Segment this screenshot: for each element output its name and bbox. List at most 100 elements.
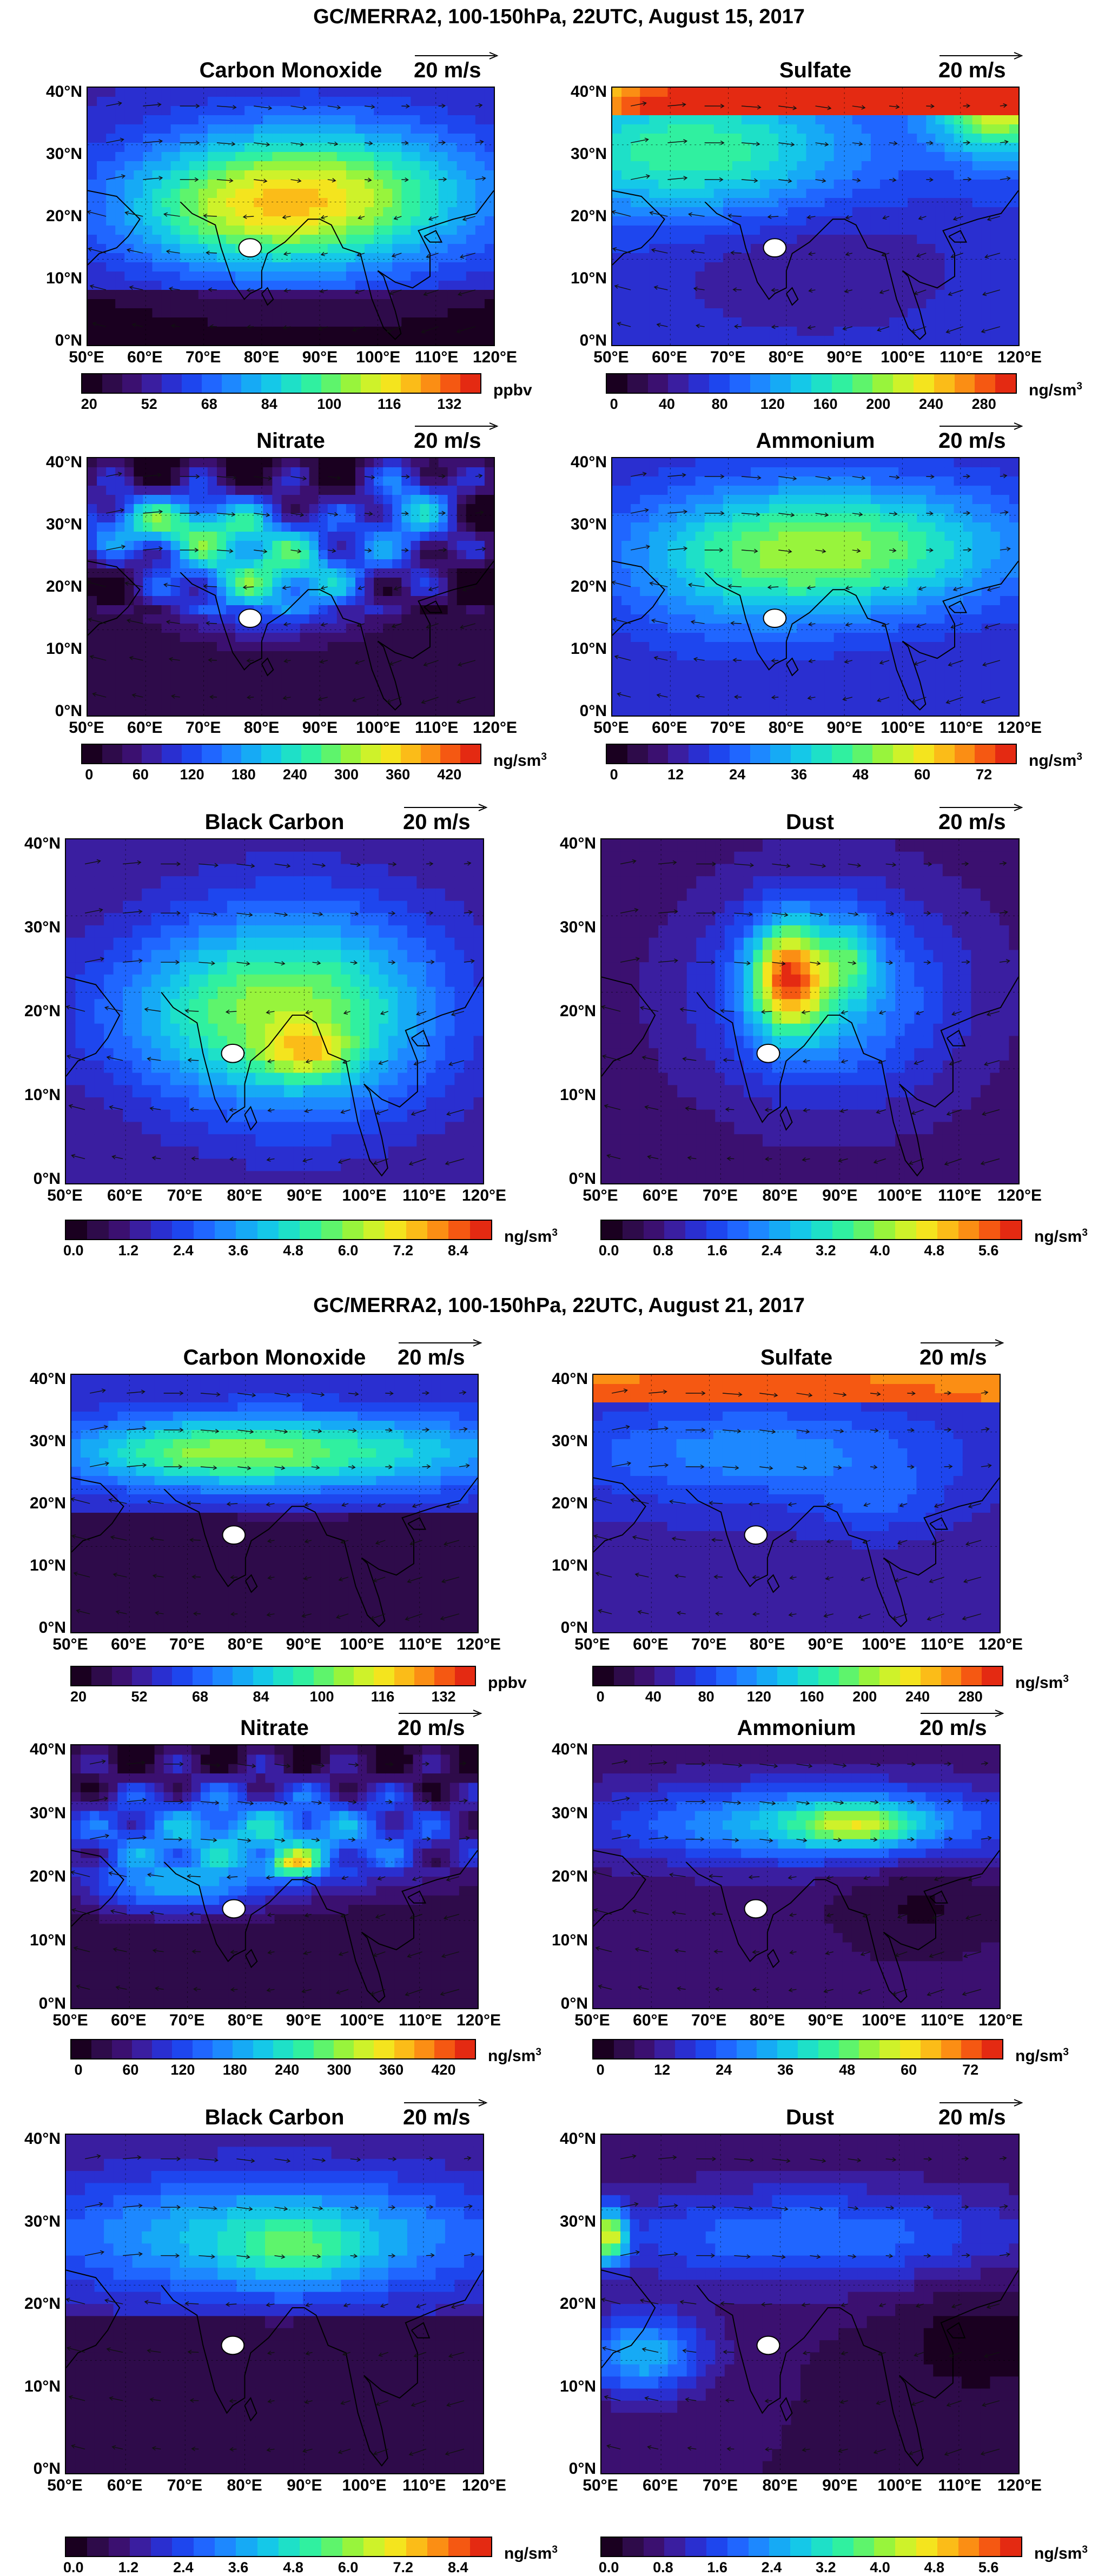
colorbar-swatch xyxy=(750,374,771,393)
colorbar-tick-label: 0.0 xyxy=(599,1242,619,1259)
colorbar-swatch xyxy=(406,2538,427,2556)
colorbar-swatch xyxy=(172,1221,193,1239)
lon-tick-label: 90°E xyxy=(286,2011,321,2030)
colorbar-unit-label: ng/sm3 xyxy=(504,2544,558,2563)
colorbar-swatch xyxy=(675,1667,696,1685)
colorbar-swatch xyxy=(689,374,709,393)
colorbar-swatch xyxy=(854,2538,875,2556)
colorbar-swatch xyxy=(215,1221,236,1239)
colorbar-tick-label: 0 xyxy=(610,396,618,413)
lat-tick-label: 40°N xyxy=(534,1741,588,1758)
colorbar-swatch xyxy=(668,374,689,393)
figure-title-aug21: GC/MERRA2, 100-150hPa, 22UTC, August 21,… xyxy=(0,1294,1118,1317)
colorbar-swatch xyxy=(193,2040,213,2058)
colorbar-swatch xyxy=(253,1667,273,1685)
colorbar-swatch xyxy=(770,745,791,763)
colorbar-swatch xyxy=(914,745,934,763)
colorbar-tick-label: 48 xyxy=(839,2062,855,2078)
wind-scale-label: 20 m/s xyxy=(403,2105,471,2130)
lon-tick-label: 100°E xyxy=(340,1635,384,1654)
colorbar-swatch xyxy=(112,2040,132,2058)
wind-scale-arrow-icon xyxy=(919,1708,1006,1718)
colorbar-swatch xyxy=(979,1221,1000,1239)
colorbar-tick-label: 132 xyxy=(437,396,461,413)
colorbar-tick-label: 100 xyxy=(317,396,341,413)
colorbar-tick-label: 60 xyxy=(122,2062,138,2078)
colorbar-swatch xyxy=(448,2538,469,2556)
colorbar-swatch xyxy=(859,2040,879,2058)
colorbar-tick-label: 240 xyxy=(905,1688,930,1705)
colorbar-tick-label: 300 xyxy=(334,766,359,783)
panel-title: Nitrate xyxy=(256,429,325,453)
colorbar-swatch xyxy=(427,1221,448,1239)
colorbar-swatch xyxy=(233,2040,253,2058)
lat-tick-label: 20°N xyxy=(542,2296,596,2312)
colorbar-tick-label: 20 xyxy=(70,1688,87,1705)
lat-tick-label: 10°N xyxy=(534,1932,588,1949)
colorbar-swatch xyxy=(151,1221,172,1239)
lon-tick-label: 70°E xyxy=(169,2011,204,2030)
colorbar-swatch xyxy=(222,745,242,763)
colorbar-tick-label: 80 xyxy=(712,396,728,413)
colorbar-tick-label: 0.0 xyxy=(63,2559,84,2576)
lat-tick-label: 20°N xyxy=(12,1495,66,1512)
colorbar-swatch xyxy=(261,745,281,763)
colorbar-swatch xyxy=(634,1667,655,1685)
colorbar-swatch xyxy=(253,2040,273,2058)
wind-scale-label: 20 m/s xyxy=(919,1346,987,1370)
wind-scale-arrow-icon xyxy=(938,421,1025,431)
colorbar-swatch xyxy=(689,745,709,763)
colorbar-swatch xyxy=(685,1221,706,1239)
colorbar-swatch xyxy=(122,745,142,763)
colorbar-swatch xyxy=(769,2538,790,2556)
panel-title: Nitrate xyxy=(240,1716,309,1740)
colorbar-tick-label: 132 xyxy=(431,1688,455,1705)
colorbar-swatch xyxy=(958,2538,980,2556)
colorbar-tick-label: 240 xyxy=(919,396,943,413)
colorbar-swatch xyxy=(664,1221,685,1239)
colorbar-swatch xyxy=(852,745,873,763)
unit-superscript: 3 xyxy=(552,1227,558,1239)
site-marker-icon xyxy=(757,1044,780,1063)
lon-tick-label: 50°E xyxy=(574,1635,610,1654)
lon-tick-label: 90°E xyxy=(808,2011,843,2030)
colorbar-swatch xyxy=(427,2538,448,2556)
lon-tick-label: 50°E xyxy=(52,1635,88,1654)
colorbar-swatch xyxy=(900,1667,921,1685)
colorbar-tick-label: 5.6 xyxy=(978,2559,999,2576)
lat-tick-label: 0°N xyxy=(534,1620,588,1636)
colorbar-swatch xyxy=(737,2040,757,2058)
colorbar-swatch xyxy=(654,2040,675,2058)
lat-tick-label: 10°N xyxy=(12,1558,66,1574)
lat-tick-label: 20°N xyxy=(28,208,82,224)
unit-text: ng/sm xyxy=(504,2545,552,2562)
colorbar-tick-label: 180 xyxy=(223,2062,247,2078)
colorbar-swatch xyxy=(381,374,401,393)
colorbar-tick-label: 40 xyxy=(645,1688,661,1705)
colorbar-swatch xyxy=(727,1221,749,1239)
colorbar-swatch xyxy=(696,1667,716,1685)
colorbar-swatch xyxy=(142,374,162,393)
colorbar-swatch xyxy=(627,374,648,393)
colorbar xyxy=(600,1220,1022,1240)
colorbar-tick-label: 4.8 xyxy=(924,2559,945,2576)
colorbar-swatch xyxy=(607,745,627,763)
colorbar-swatch xyxy=(414,2040,434,2058)
colorbar-swatch xyxy=(982,2040,1002,2058)
colorbar-swatch xyxy=(675,2040,696,2058)
colorbar-swatch xyxy=(874,1221,895,1239)
colorbar-swatch xyxy=(273,2040,293,2058)
colorbar-swatch xyxy=(995,374,1016,393)
lon-tick-label: 60°E xyxy=(111,1635,146,1654)
concentration-map xyxy=(65,838,484,1184)
colorbar-swatch xyxy=(916,2538,937,2556)
colorbar-tick-label: 0 xyxy=(597,1688,605,1705)
colorbar-swatch xyxy=(314,1667,334,1685)
colorbar-swatch xyxy=(194,1221,215,1239)
colorbar-tick-label: 52 xyxy=(141,396,157,413)
unit-text: ppbv xyxy=(493,381,532,399)
colorbar-swatch xyxy=(236,2538,257,2556)
lat-tick-label: 0°N xyxy=(553,333,607,349)
colorbar-tick-label: 3.2 xyxy=(816,2559,836,2576)
colorbar-tick-label: 60 xyxy=(914,766,930,783)
